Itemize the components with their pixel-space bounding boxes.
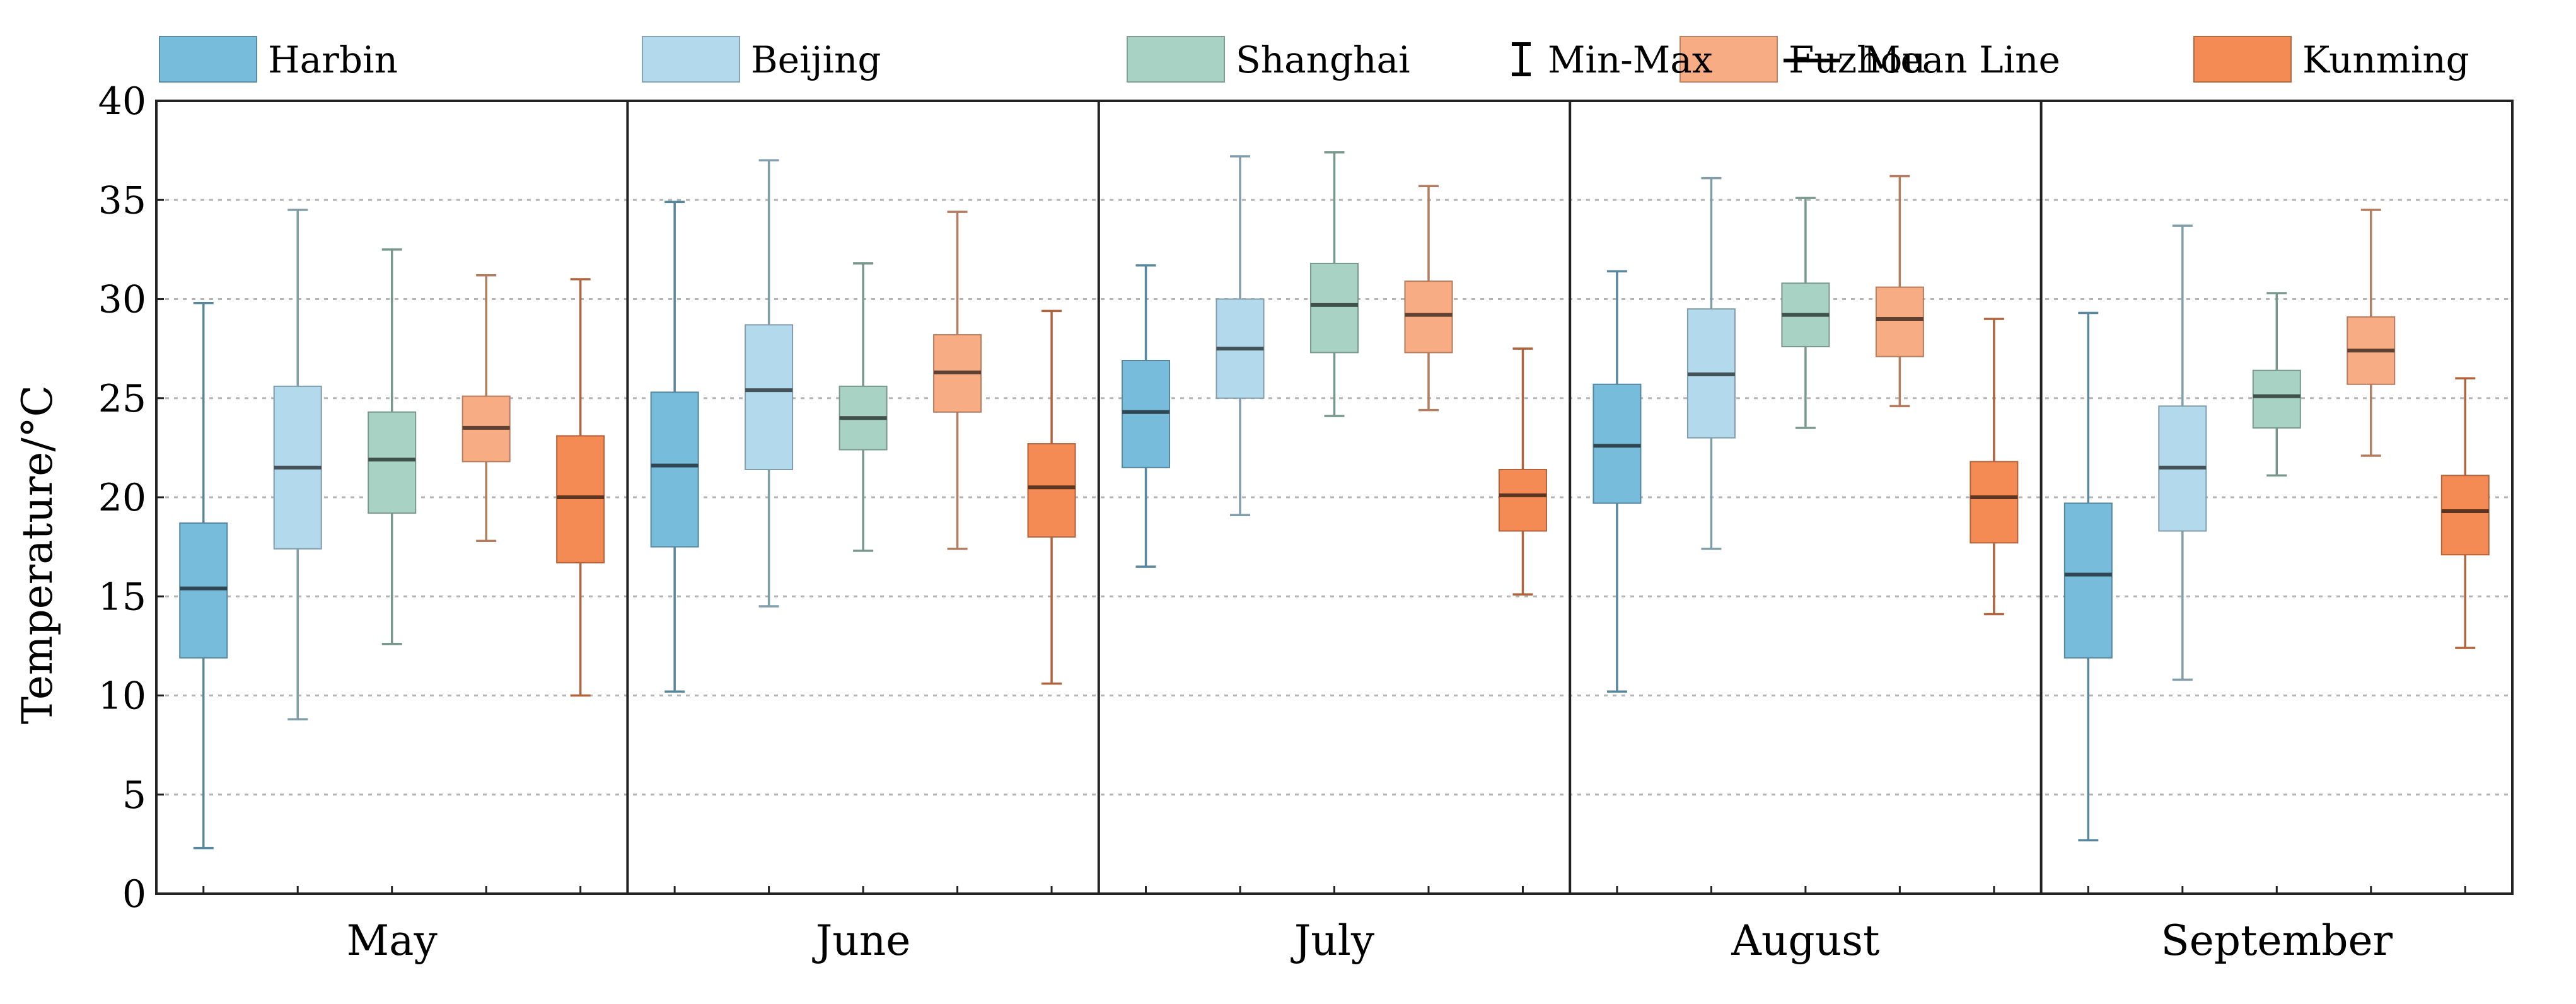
y-tick-label: 25 [98,377,146,421]
box-kunming-september [2440,377,2490,649]
box-harbin-august [1593,270,1642,693]
legend-label: Mean Line [1863,38,2060,81]
box-fuzhou-august [1875,175,1924,408]
box-shanghai-september [2252,292,2301,477]
box-body [650,391,699,548]
box-body [1970,461,2019,544]
legend-swatch [1680,36,1778,83]
box-body [179,522,228,659]
x-category-label: August [1731,916,1879,965]
box-shanghai-august [1781,197,1830,429]
legend-item-harbin: Harbin [159,36,398,83]
box-body [1498,468,1547,532]
legend-item-minmax: Min-Max [1512,38,1713,81]
x-category-label: July [1291,916,1375,965]
y-tick-label: 15 [98,575,146,619]
box-body [1310,262,1359,354]
y-tick-label: 5 [122,773,146,817]
legend-swatch [2193,36,2292,83]
box-harbin-september [2063,311,2113,841]
x-axis: May June July August September [202,886,2466,965]
legend-swatch [159,36,257,83]
box-body [1593,383,1642,504]
box-beijing-may [273,209,322,720]
box-shanghai-june [838,262,888,552]
y-tick-label: 40 [98,79,146,124]
box-body [1122,359,1171,468]
legend-item-beijing: Beijing [642,36,881,83]
box-beijing-july [1215,155,1265,517]
box-harbin-june [650,200,699,693]
y-tick-label: 0 [122,872,146,916]
box-harbin-july [1122,264,1171,568]
legend-item-mean: Mean Line [1784,38,2060,81]
box-shanghai-july [1310,151,1359,417]
legend-label: Beijing [751,38,881,81]
box-beijing-august [1686,176,1736,550]
box-body [1404,280,1453,354]
y-axis: 0 5 10 15 20 25 30 35 40 [98,79,164,916]
box-body [556,435,605,563]
box-body [1027,443,1076,538]
box-kunming-june [1027,309,1076,685]
box-beijing-june [745,159,794,608]
box-kunming-july [1498,347,1547,596]
box-shanghai-may [368,248,417,645]
box-body [2440,475,2490,556]
y-tick-label: 35 [98,178,146,222]
legend-label: Harbin [268,38,398,81]
legend-swatch [642,36,740,83]
y-tick-label: 10 [98,674,146,718]
legend-swatch [1127,36,1225,83]
box-kunming-may [556,278,605,697]
legend-label: Min-Max [1548,38,1713,81]
box-fuzhou-may [461,274,511,542]
box-harbin-may [179,302,228,850]
box-body [368,411,417,514]
legend-item-kunming: Kunming [2193,36,2469,83]
x-category-label: September [2161,916,2393,965]
legend: Harbin Beijing Shanghai Fuzhou Kunming Min-Ma… [159,36,2469,83]
box-fuzhou-september [2347,209,2396,457]
y-tick-label: 20 [98,476,146,520]
legend-label: Shanghai [1236,38,1410,81]
box-body [745,324,794,470]
legend-label: Kunming [2302,38,2469,81]
x-category-label: June [812,916,911,965]
y-axis-label: Temperature/°C [13,385,62,724]
x-category-label: May [347,916,438,965]
box-body [2252,369,2301,429]
box-beijing-september [2158,224,2207,681]
y-tick-label: 30 [98,278,146,322]
box-body [1875,286,1924,357]
box-fuzhou-june [933,211,982,550]
box-kunming-august [1970,318,2019,616]
box-fuzhou-july [1404,185,1453,412]
legend-item-fuzhou: Fuzhou [1680,36,1926,83]
box-body [2063,502,2113,659]
legend-item-shanghai: Shanghai [1127,36,1410,83]
box-series [179,151,2490,850]
